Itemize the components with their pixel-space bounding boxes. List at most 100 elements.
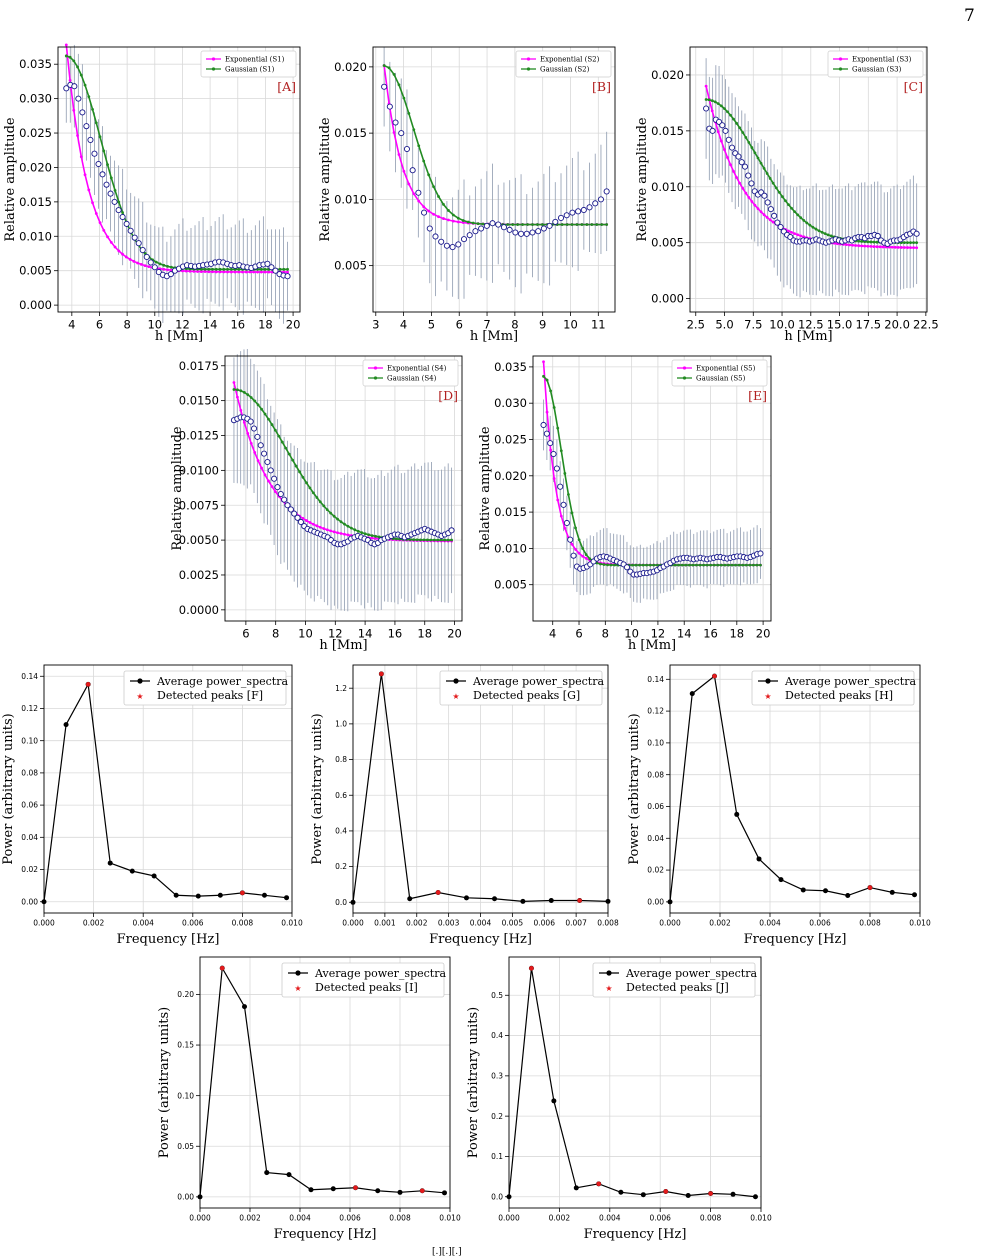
series-exponential-point bbox=[64, 43, 68, 47]
series-exponential-point bbox=[322, 527, 326, 530]
series-gaussian-point bbox=[560, 223, 564, 226]
spectrum-point bbox=[308, 1187, 314, 1193]
y-tick-label: 0.06 bbox=[647, 802, 664, 811]
observed-point bbox=[147, 259, 154, 266]
series-gaussian-point bbox=[113, 188, 117, 192]
observed-point bbox=[287, 506, 294, 513]
series-gaussian-point bbox=[429, 538, 433, 542]
series-exponential-point bbox=[246, 432, 250, 435]
series-exponential-point bbox=[196, 270, 199, 273]
spectrum-point bbox=[520, 898, 526, 904]
series-exponential-line bbox=[705, 85, 917, 249]
series-exponential-point bbox=[747, 196, 751, 199]
observed-point bbox=[449, 244, 456, 251]
series-gaussian-point bbox=[298, 470, 301, 474]
legend-label-exponential: Exponential (S1) bbox=[225, 56, 285, 64]
series-gaussian-point bbox=[235, 388, 239, 392]
legend-marker-gaussian bbox=[373, 376, 378, 380]
detected-peak-marker bbox=[353, 1185, 358, 1191]
series-gaussian-point bbox=[360, 531, 364, 535]
series-gaussian-point bbox=[771, 181, 775, 185]
series-exponential-point bbox=[207, 270, 211, 274]
x-tick-label: 0.008 bbox=[389, 1214, 411, 1223]
y-tick-label: 0.0000 bbox=[179, 603, 219, 617]
legend-label-exponential: Exponential (S2) bbox=[540, 56, 600, 64]
spectrum-line bbox=[508, 968, 756, 1198]
observed-point bbox=[728, 144, 736, 151]
series-gaussian-point bbox=[402, 96, 406, 100]
series-exponential-point bbox=[848, 243, 851, 247]
series-gaussian-point bbox=[301, 476, 305, 479]
observed-point bbox=[448, 527, 455, 534]
y-tick-label: 0.015 bbox=[19, 195, 52, 209]
series-exponential-point bbox=[854, 244, 858, 247]
spectrum-point bbox=[823, 888, 828, 894]
x-tick-label: 22.5 bbox=[913, 318, 939, 332]
observed-point bbox=[569, 209, 576, 216]
series-gaussian-point bbox=[226, 267, 229, 271]
series-gaussian-point bbox=[590, 223, 594, 226]
series-gaussian-point bbox=[259, 267, 263, 271]
x-tick-label: 0.004 bbox=[759, 919, 781, 928]
series-gaussian-point bbox=[218, 267, 222, 271]
series-gaussian-point bbox=[211, 267, 214, 271]
y-tick-label: 0.015 bbox=[651, 124, 684, 138]
series-gaussian-point bbox=[447, 209, 450, 212]
series-gaussian-point bbox=[481, 222, 485, 226]
observed-point bbox=[71, 83, 78, 90]
series-gaussian-point bbox=[374, 534, 377, 538]
legend-box bbox=[439, 670, 603, 706]
series-gaussian-point bbox=[311, 491, 315, 495]
y-axis-label: Relative amplitude bbox=[3, 117, 18, 242]
y-tick-label: 0.08 bbox=[647, 770, 664, 779]
x-tick-label: 0.006 bbox=[809, 919, 831, 928]
x-tick-label: 0.002 bbox=[83, 919, 105, 928]
series-exponential-point bbox=[256, 459, 260, 463]
y-tick-label: 0.010 bbox=[19, 229, 52, 243]
spectrum-point bbox=[151, 873, 157, 879]
spectrum-point bbox=[217, 892, 223, 898]
series-gaussian-point bbox=[270, 423, 274, 426]
observed-point bbox=[586, 204, 593, 211]
series-gaussian-point bbox=[704, 98, 708, 101]
series-exponential-point bbox=[233, 270, 237, 274]
y-tick-label: 0.20 bbox=[177, 990, 194, 999]
y-tick-label: 0.06 bbox=[21, 801, 38, 810]
series-gaussian-point bbox=[456, 216, 460, 220]
observed-point bbox=[264, 458, 271, 466]
series-gaussian-point bbox=[599, 562, 602, 566]
x-tick-label: 12 bbox=[175, 318, 190, 332]
observed-point bbox=[761, 192, 768, 199]
x-tick-label: 0.002 bbox=[239, 1214, 261, 1223]
series-exponential-point bbox=[263, 473, 267, 477]
series-exponential-point bbox=[68, 78, 72, 82]
y-tick-label: 0.0175 bbox=[179, 359, 219, 373]
series-exponential-point bbox=[762, 213, 766, 217]
series-exponential-point bbox=[851, 243, 854, 247]
series-gaussian-point bbox=[249, 396, 253, 399]
series-gaussian-point bbox=[397, 83, 401, 87]
y-tick-label: 0.00 bbox=[647, 897, 664, 906]
observed-point bbox=[261, 450, 268, 457]
series-exponential-point bbox=[771, 220, 775, 224]
y-tick-label: 0.0025 bbox=[179, 568, 219, 582]
spectrum-point bbox=[397, 1189, 403, 1195]
y-tick-label: 0.00 bbox=[177, 1192, 194, 1201]
observed-point bbox=[553, 465, 560, 472]
x-tick-label: 6 bbox=[96, 318, 103, 332]
observed-point bbox=[540, 421, 547, 429]
series-gaussian-point bbox=[602, 563, 606, 566]
y-tick-label: 0.030 bbox=[494, 396, 527, 410]
x-tick-label: 6 bbox=[242, 627, 249, 641]
series-gaussian-point bbox=[820, 230, 824, 234]
x-tick-label: 10 bbox=[147, 318, 162, 332]
series-gaussian-point bbox=[260, 407, 263, 411]
series-exponential-point bbox=[903, 246, 906, 249]
chart-panel-J: 0.000 0.002 0.004 0.006 0.008 0.010 0.0 0.1 0.2 0… bbox=[466, 956, 772, 1242]
series-gaussian-point bbox=[606, 563, 609, 567]
y-tick-label: 0.15 bbox=[177, 1041, 194, 1050]
series-gaussian-point bbox=[753, 151, 757, 155]
series-gaussian-point bbox=[735, 121, 739, 125]
x-tick-label: 0.008 bbox=[700, 1214, 722, 1223]
observed-point bbox=[386, 103, 393, 110]
